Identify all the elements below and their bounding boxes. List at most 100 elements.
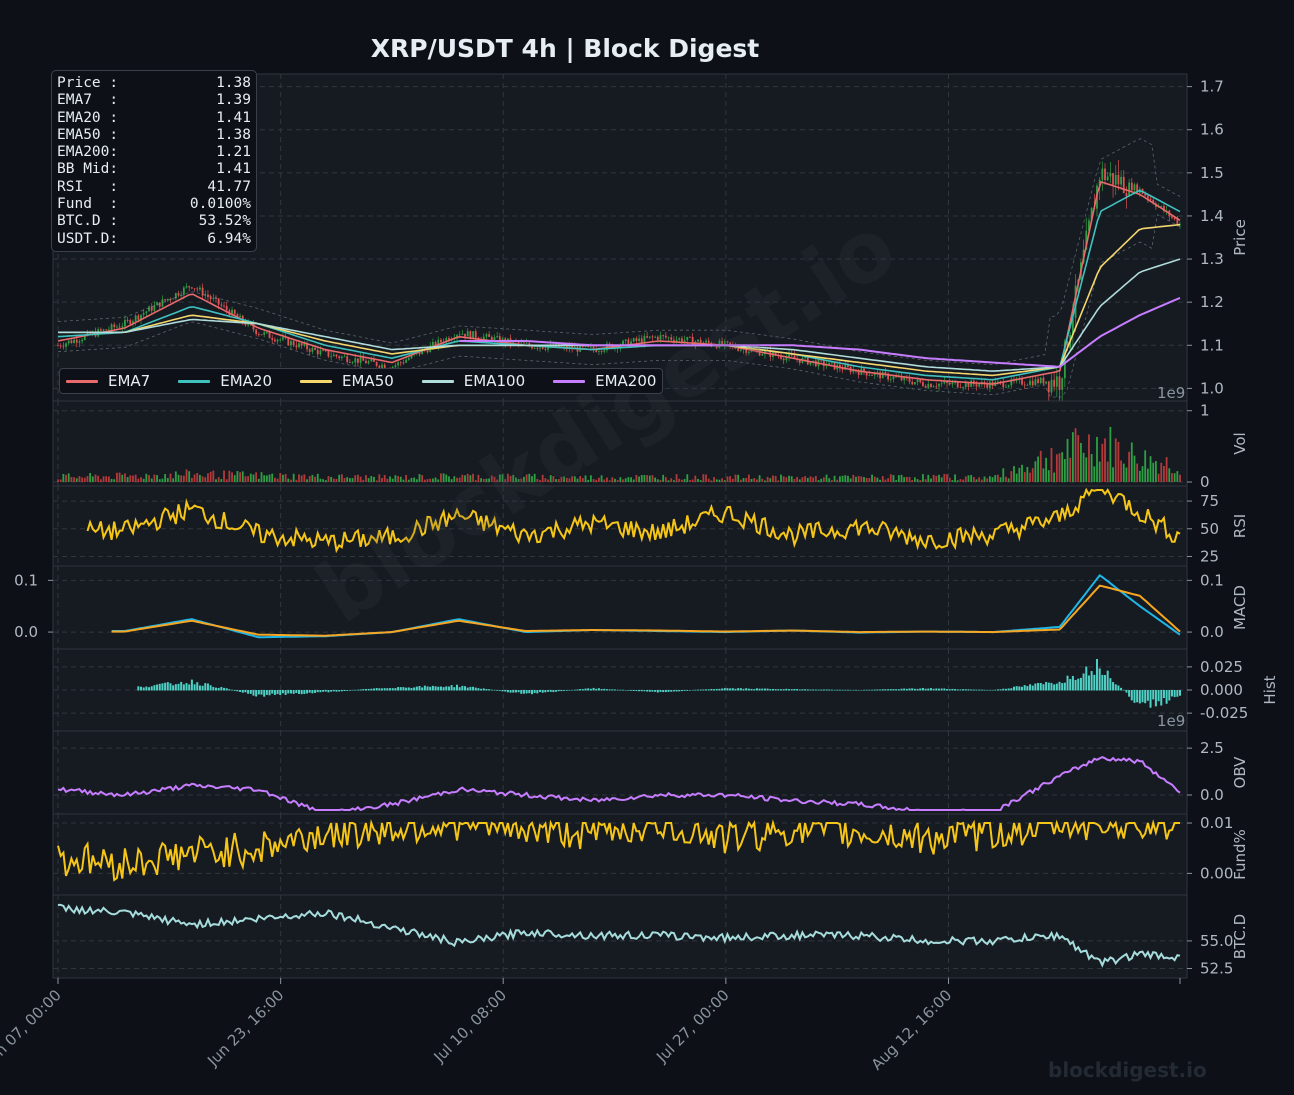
candle-body	[383, 364, 386, 369]
candle-body	[1122, 176, 1125, 194]
candle-body	[134, 315, 137, 322]
candle-body	[678, 338, 681, 340]
volume-bar	[962, 479, 964, 482]
candle-body	[410, 354, 413, 359]
histogram-bar	[1170, 690, 1173, 697]
histogram-bar	[680, 690, 683, 692]
candle-body	[863, 368, 865, 373]
volume-bar	[900, 474, 903, 482]
histogram-bar	[1095, 659, 1098, 691]
candle-body	[857, 371, 860, 375]
histogram-bar	[793, 688, 796, 691]
histogram-bar	[675, 690, 678, 692]
candle-body	[1085, 230, 1088, 250]
volume-bar	[431, 478, 434, 482]
histogram-bar	[806, 689, 809, 691]
volume-bar	[83, 477, 86, 482]
candle-body	[1055, 376, 1058, 387]
candle-body	[260, 334, 263, 336]
volume-bar	[1104, 438, 1106, 482]
candle-body	[584, 345, 587, 347]
volume-bar	[453, 476, 456, 482]
histogram-bar	[455, 684, 458, 691]
volume-bar	[1021, 464, 1023, 482]
volume-bars	[57, 426, 1181, 482]
histogram-bar	[640, 690, 643, 692]
histogram-bar	[180, 681, 183, 691]
histogram-bar	[814, 689, 817, 691]
candle-body	[1130, 182, 1133, 191]
histogram-bar	[975, 689, 978, 691]
histogram-bar	[311, 690, 314, 694]
histogram-bar	[605, 689, 608, 691]
histogram-bar	[335, 690, 338, 692]
candle-body	[1136, 184, 1139, 193]
candle-body	[903, 376, 906, 381]
volume-bar	[367, 478, 370, 482]
candle-body	[215, 298, 217, 299]
candle-body	[1007, 385, 1010, 387]
candle-body	[89, 331, 92, 335]
y-tick-label: 55.0	[1200, 932, 1233, 950]
candle-body	[624, 339, 627, 341]
histogram-bar	[394, 688, 397, 691]
histogram-bar	[713, 689, 716, 691]
y-tick-label: 0	[1200, 473, 1210, 491]
candle-body	[889, 379, 892, 380]
histogram-bar	[169, 683, 172, 691]
legend-swatch	[553, 379, 586, 383]
volume-bar	[397, 476, 399, 482]
histogram-bar	[929, 688, 932, 691]
candle-body	[598, 351, 600, 352]
candle-body	[274, 339, 276, 342]
candle-body	[201, 287, 204, 296]
histogram-bar	[271, 690, 274, 694]
legend-item: EMA20	[178, 372, 272, 390]
volume-bar	[1157, 473, 1160, 482]
volume-bar	[809, 476, 812, 482]
histogram-bar	[265, 690, 268, 695]
histogram-bar	[729, 688, 732, 691]
panel-frame	[52, 485, 1188, 567]
histogram-bar	[268, 690, 271, 696]
volume-bar	[506, 473, 509, 482]
histogram-bar	[726, 688, 729, 691]
volume-bar	[180, 475, 183, 482]
candle-body	[83, 335, 86, 340]
candle-body	[830, 362, 833, 364]
histogram-bar	[223, 687, 226, 691]
info-value: 53.52%	[198, 213, 251, 230]
histogram-bar	[1010, 688, 1013, 691]
histogram-bar	[774, 689, 777, 691]
bollinger-lower	[57, 213, 1181, 398]
histogram-bar	[662, 690, 665, 693]
series-line-signal	[111, 584, 1181, 637]
histogram-bar	[458, 687, 461, 691]
histogram-bar	[1157, 690, 1160, 702]
candle-body	[485, 334, 488, 337]
volume-bar	[375, 480, 378, 482]
candle-body	[188, 286, 191, 288]
info-row: BTC.D : 53.52%	[57, 213, 251, 230]
histogram-bar	[817, 689, 820, 691]
candle-body	[547, 346, 549, 350]
candle-body	[482, 336, 485, 340]
candle-body	[852, 369, 855, 373]
volume-bar	[539, 480, 541, 482]
volume-bar	[579, 476, 582, 482]
histogram-bar	[828, 689, 831, 691]
histogram-bar	[983, 689, 986, 691]
volume-bar	[498, 474, 501, 482]
volume-bar	[185, 469, 188, 482]
volume-bar	[148, 475, 150, 482]
volume-bar	[415, 479, 418, 482]
candle-body	[1117, 174, 1120, 185]
volume-bar	[1146, 468, 1149, 482]
volume-bar	[1085, 457, 1088, 482]
legend-item: EMA50	[300, 372, 394, 390]
series-line-btc-dominance	[58, 903, 1181, 968]
histogram-bar	[595, 688, 598, 691]
volume-bar	[276, 478, 279, 482]
volume-bar	[241, 471, 244, 482]
